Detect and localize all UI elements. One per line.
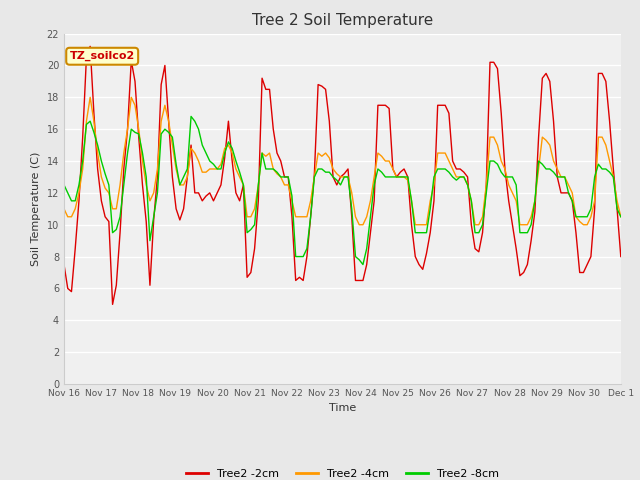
- Tree2 -4cm: [284, 182, 292, 188]
- Tree2 -8cm: [617, 214, 625, 220]
- Tree2 -2cm: [60, 262, 68, 267]
- X-axis label: Time: Time: [329, 403, 356, 413]
- Tree2 -4cm: [247, 214, 255, 220]
- Tree2 -4cm: [86, 95, 94, 100]
- Y-axis label: Soil Temperature (C): Soil Temperature (C): [31, 152, 41, 266]
- Tree2 -8cm: [452, 177, 460, 183]
- Text: TZ_soilco2: TZ_soilco2: [70, 51, 135, 61]
- Tree2 -2cm: [452, 166, 460, 172]
- Tree2 -8cm: [60, 182, 68, 188]
- Tree2 -4cm: [617, 214, 625, 220]
- Tree2 -2cm: [251, 246, 259, 252]
- Tree2 -4cm: [359, 222, 367, 228]
- Tree2 -2cm: [288, 214, 296, 220]
- Line: Tree2 -4cm: Tree2 -4cm: [64, 97, 621, 225]
- Tree2 -2cm: [381, 102, 389, 108]
- Tree2 -8cm: [247, 227, 255, 232]
- Legend: Tree2 -2cm, Tree2 -4cm, Tree2 -8cm: Tree2 -2cm, Tree2 -4cm, Tree2 -8cm: [182, 465, 503, 480]
- Tree2 -8cm: [284, 174, 292, 180]
- Tree2 -8cm: [527, 222, 535, 228]
- Tree2 -8cm: [188, 114, 195, 120]
- Tree2 -8cm: [355, 257, 363, 263]
- Tree2 -4cm: [381, 158, 389, 164]
- Title: Tree 2 Soil Temperature: Tree 2 Soil Temperature: [252, 13, 433, 28]
- Tree2 -2cm: [86, 44, 94, 49]
- Tree2 -8cm: [359, 262, 367, 267]
- Tree2 -4cm: [60, 206, 68, 212]
- Tree2 -4cm: [452, 174, 460, 180]
- Tree2 -2cm: [617, 254, 625, 260]
- Tree2 -2cm: [109, 301, 116, 307]
- Tree2 -4cm: [527, 214, 535, 220]
- Line: Tree2 -2cm: Tree2 -2cm: [64, 47, 621, 304]
- Tree2 -2cm: [527, 238, 535, 243]
- Tree2 -2cm: [359, 277, 367, 283]
- Line: Tree2 -8cm: Tree2 -8cm: [64, 117, 621, 264]
- Tree2 -4cm: [355, 222, 363, 228]
- Tree2 -8cm: [381, 174, 389, 180]
